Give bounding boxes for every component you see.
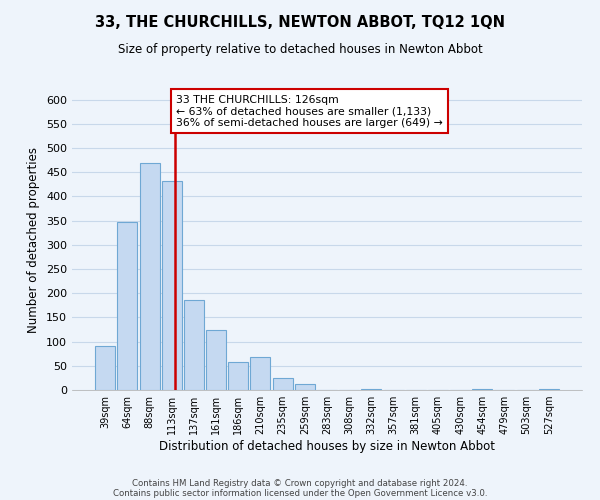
Text: Contains public sector information licensed under the Open Government Licence v3: Contains public sector information licen… [113,488,487,498]
X-axis label: Distribution of detached houses by size in Newton Abbot: Distribution of detached houses by size … [159,440,495,453]
Bar [272,378,293,390]
Bar [295,384,315,390]
Bar [206,330,226,390]
Y-axis label: Number of detached properties: Number of detached properties [28,147,40,333]
Text: 33 THE CHURCHILLS: 126sqm
← 63% of detached houses are smaller (1,133)
36% of se: 33 THE CHURCHILLS: 126sqm ← 63% of detac… [176,95,443,128]
Bar [472,389,492,390]
Bar [95,346,115,390]
Bar [162,181,182,390]
Text: 33, THE CHURCHILLS, NEWTON ABBOT, TQ12 1QN: 33, THE CHURCHILLS, NEWTON ABBOT, TQ12 1… [95,15,505,30]
Bar [118,222,137,390]
Bar [250,357,271,390]
Bar [361,389,382,390]
Bar [140,162,160,390]
Text: Contains HM Land Registry data © Crown copyright and database right 2024.: Contains HM Land Registry data © Crown c… [132,478,468,488]
Bar [228,362,248,390]
Text: Size of property relative to detached houses in Newton Abbot: Size of property relative to detached ho… [118,42,482,56]
Bar [539,389,559,390]
Bar [184,300,204,390]
